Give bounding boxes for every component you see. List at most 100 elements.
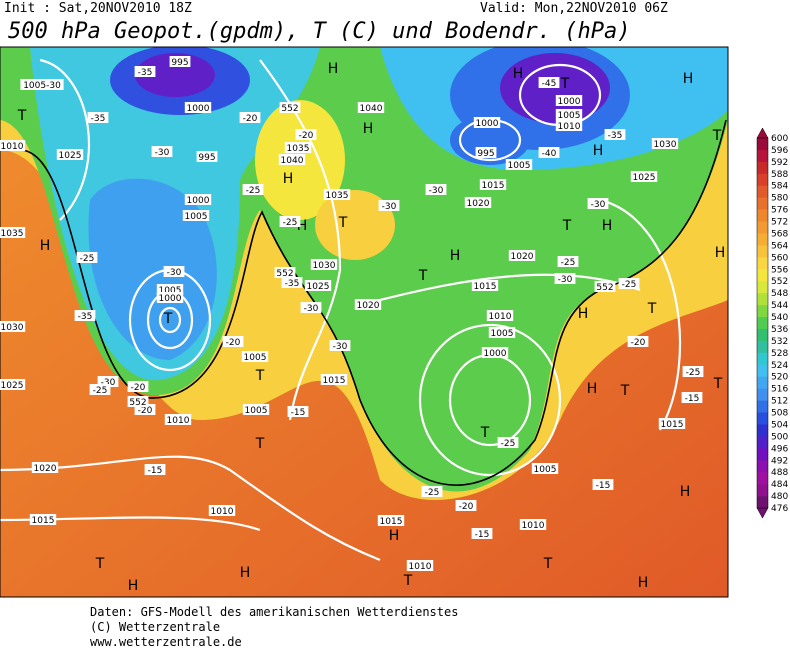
label-box — [284, 142, 312, 153]
contour-label: -25 — [283, 218, 298, 228]
contour-label: -15 — [291, 408, 306, 418]
label-box — [406, 560, 434, 571]
contour-label: -30 — [382, 202, 397, 212]
contour-label: -25 — [80, 254, 95, 264]
contour-label: -25 — [425, 488, 440, 498]
contour-label: 1000 — [159, 294, 182, 304]
label-box — [425, 184, 447, 195]
label-box — [127, 396, 149, 407]
pressure-center: H — [40, 238, 51, 254]
label-box — [505, 159, 533, 170]
contour-label: 552 — [276, 269, 293, 279]
pressure-center: T — [713, 376, 723, 392]
contour-label: 1030 — [1, 323, 24, 333]
label-box — [329, 340, 351, 351]
contour-label: -30 — [304, 304, 319, 314]
label-box — [592, 479, 614, 490]
colorbar-band — [757, 436, 768, 449]
contour-label: -15 — [475, 530, 490, 540]
contour-label: 1005-30 — [23, 81, 61, 91]
colorbar-label: 488 — [771, 468, 788, 478]
contour-label: 1000 — [187, 104, 210, 114]
label-box — [184, 102, 212, 113]
label-box — [144, 464, 166, 475]
label-box — [127, 381, 149, 392]
label-box — [281, 277, 303, 288]
label-box — [475, 147, 497, 158]
contour-label: 995 — [477, 149, 494, 159]
map-title: 500 hPa Geopot.(gpdm), T (C) und Bodendr… — [8, 19, 631, 44]
pressure-center: T — [620, 383, 630, 399]
label-box — [242, 404, 270, 415]
contour-label: 1005 — [159, 286, 182, 296]
contour-label: 1015 — [380, 517, 403, 527]
colorbar-label: 580 — [771, 194, 788, 204]
label-box — [89, 384, 111, 395]
colorbar-band — [757, 305, 768, 318]
label-box — [151, 146, 173, 157]
pressure-center: T — [255, 436, 265, 452]
contour-label: 1010 — [211, 507, 234, 517]
pressure-center: H — [715, 245, 726, 261]
contour-label: -20 — [243, 114, 258, 124]
label-box — [651, 138, 679, 149]
contour-label: -25 — [686, 368, 701, 378]
pressure-center: H — [593, 143, 604, 159]
colorbar-label: 480 — [771, 492, 788, 502]
contour-label: -15 — [596, 481, 611, 491]
pressure-center: T — [543, 556, 553, 572]
contour-label: -20 — [138, 406, 153, 416]
pressure-center: H — [240, 565, 251, 581]
contour-label: 1005 — [534, 465, 557, 475]
contour-label: 1030 — [313, 261, 336, 271]
label-box — [555, 95, 583, 106]
colorbar-label: 532 — [771, 337, 788, 347]
colorbar-band — [757, 424, 768, 437]
colorbar-label: 552 — [771, 277, 788, 287]
contour-label: 1010 — [522, 521, 545, 531]
colorbar-band — [757, 185, 768, 198]
pressure-center: T — [403, 573, 413, 589]
colorbar-arrow — [756, 507, 769, 519]
label-box — [29, 514, 57, 525]
colorbar-label: 572 — [771, 218, 788, 228]
pressure-center: H — [328, 61, 339, 77]
colorbar-label: 576 — [771, 206, 788, 216]
contour-label: 1015 — [661, 420, 684, 430]
colorbar-label: 564 — [771, 241, 788, 251]
label-box — [156, 292, 184, 303]
label-box — [618, 278, 640, 289]
contour-label: 1025 — [307, 282, 330, 292]
contour-label: 1010 — [167, 416, 190, 426]
colorbar-band — [757, 376, 768, 389]
contour-label: 1010 — [409, 562, 432, 572]
pressure-center: T — [418, 268, 428, 284]
label-box — [241, 351, 269, 362]
colorbar-label: 524 — [771, 361, 788, 371]
pressure-center: H — [680, 484, 691, 500]
contour-label: 1025 — [633, 173, 656, 183]
colorbar-label: 496 — [771, 444, 788, 454]
colorbar-label: 520 — [771, 373, 788, 383]
contour-label: -35 — [138, 68, 153, 78]
colorbar-label: 560 — [771, 253, 788, 263]
colorbar-band — [757, 400, 768, 413]
colorbar-label: 492 — [771, 456, 788, 466]
contour-label: -40 — [542, 149, 557, 159]
label-box — [594, 281, 616, 292]
label-box — [20, 79, 64, 90]
label-box — [31, 462, 59, 473]
pressure-center: H — [389, 528, 400, 544]
label-box — [421, 486, 443, 497]
pressure-center: T — [712, 128, 722, 144]
label-box — [508, 250, 536, 261]
label-box — [0, 379, 26, 390]
colorbar-label: 512 — [771, 397, 788, 407]
colorbar-label: 568 — [771, 229, 788, 239]
contour-label: -20 — [226, 338, 241, 348]
label-box — [56, 149, 84, 160]
label-box — [377, 515, 405, 526]
contour-label: 1010 — [489, 312, 512, 322]
label-box — [555, 109, 583, 120]
colorbar-label: 600 — [771, 134, 788, 144]
